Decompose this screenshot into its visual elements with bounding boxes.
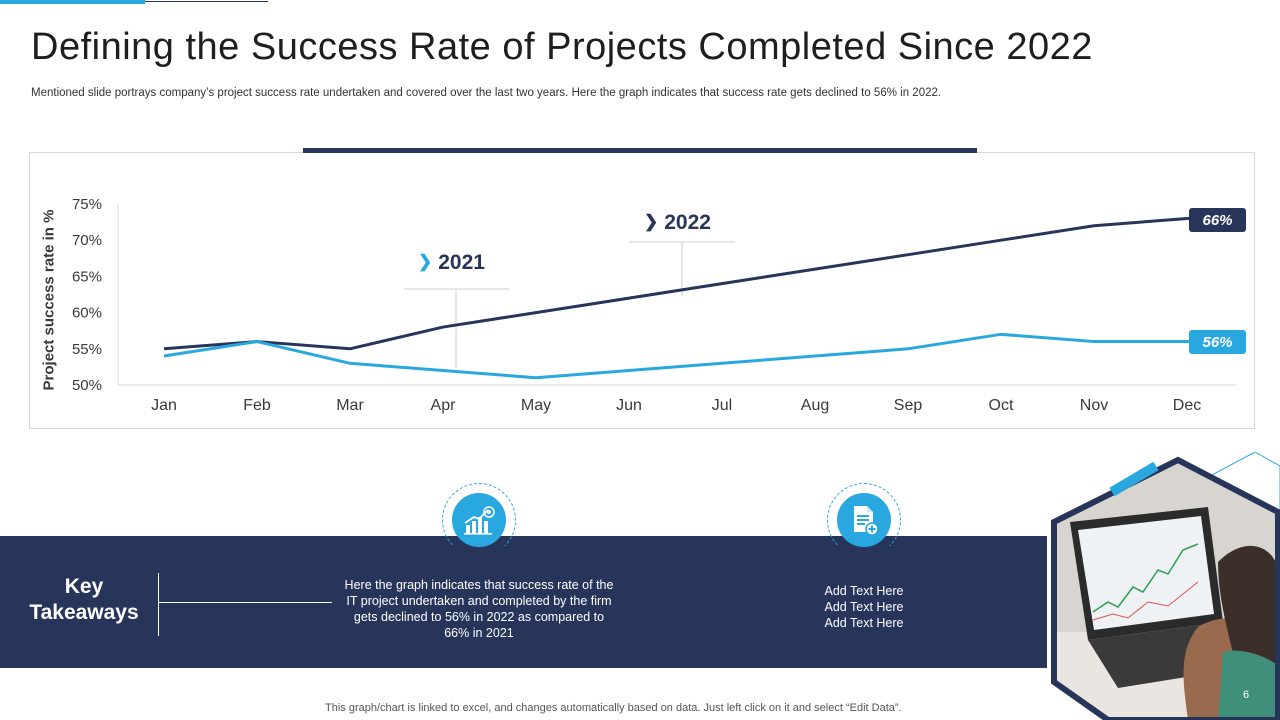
chevron-right-icon: ❯	[644, 212, 659, 231]
icon-ring	[442, 483, 516, 557]
placeholder-text-line: Add Text Here	[824, 584, 904, 598]
x-tick-label: Apr	[431, 397, 457, 414]
annotation-2022-label: 2022	[664, 211, 711, 234]
line-chart[interactable]: 50% 55% 60% 65% 70% 75% Jan Feb Mar Apr May Jun Jul A…	[0, 0, 1280, 440]
x-tick-label: May	[521, 397, 551, 414]
chart-accent-bar	[303, 148, 977, 153]
footer-note: This graph/chart is linked to excel, and…	[325, 702, 902, 714]
laptop-photo-image	[1051, 452, 1280, 720]
x-tick-label: Sep	[894, 397, 923, 414]
divider-horizontal	[159, 602, 332, 603]
top-accent-line	[145, 1, 268, 2]
annotation-2021-label: 2021	[438, 251, 485, 274]
document-add-icon	[837, 493, 891, 547]
slide-subtitle: Mentioned slide portrays company’s proje…	[31, 87, 942, 99]
y-tick-label: 60%	[72, 305, 102, 322]
annotation-2021: ❯ 2021	[418, 251, 485, 275]
y-tick-label: 75%	[72, 196, 102, 213]
growth-chart-target-icon	[452, 493, 506, 547]
end-label-2021: 66%	[1189, 208, 1246, 232]
end-label-2022: 56%	[1189, 330, 1246, 354]
annotation-2022: ❯ 2022	[644, 211, 711, 235]
page-number: 6	[1243, 689, 1250, 701]
divider-vertical	[158, 573, 159, 636]
y-tick-label: 55%	[72, 341, 102, 358]
x-tick-label: Jun	[616, 397, 642, 414]
icon-ring	[827, 483, 901, 557]
x-tick-label: Mar	[336, 397, 364, 414]
y-tick-label: 50%	[72, 377, 102, 394]
y-axis-label: Project success rate in %	[40, 209, 58, 391]
x-tick-label: Jan	[151, 397, 177, 414]
x-tick-label: Oct	[989, 397, 1014, 414]
x-tick-label: Dec	[1173, 397, 1201, 414]
chevron-right-icon: ❯	[418, 252, 433, 271]
placeholder-text-line: Add Text Here	[824, 616, 904, 630]
x-tick-label: Feb	[243, 397, 271, 414]
takeaway-text-1: Here the graph indicates that success ra…	[344, 578, 614, 640]
x-tick-label: Jul	[712, 397, 732, 414]
slide-title: Defining the Success Rate of Projects Co…	[31, 26, 1093, 68]
key-takeaways-heading: Key Takeaways	[29, 575, 139, 624]
series-line-2021	[163, 216, 1188, 351]
top-accent-bar	[0, 0, 145, 4]
takeaway-text-2: Add Text Here Add Text Here Add Text Her…	[780, 583, 948, 631]
series-line-2022	[163, 332, 1187, 380]
placeholder-text-line: Add Text Here	[824, 600, 904, 614]
x-tick-label: Aug	[801, 397, 829, 414]
x-tick-label: Nov	[1080, 397, 1108, 414]
y-tick-label: 65%	[72, 268, 102, 285]
y-tick-label: 70%	[72, 232, 102, 249]
